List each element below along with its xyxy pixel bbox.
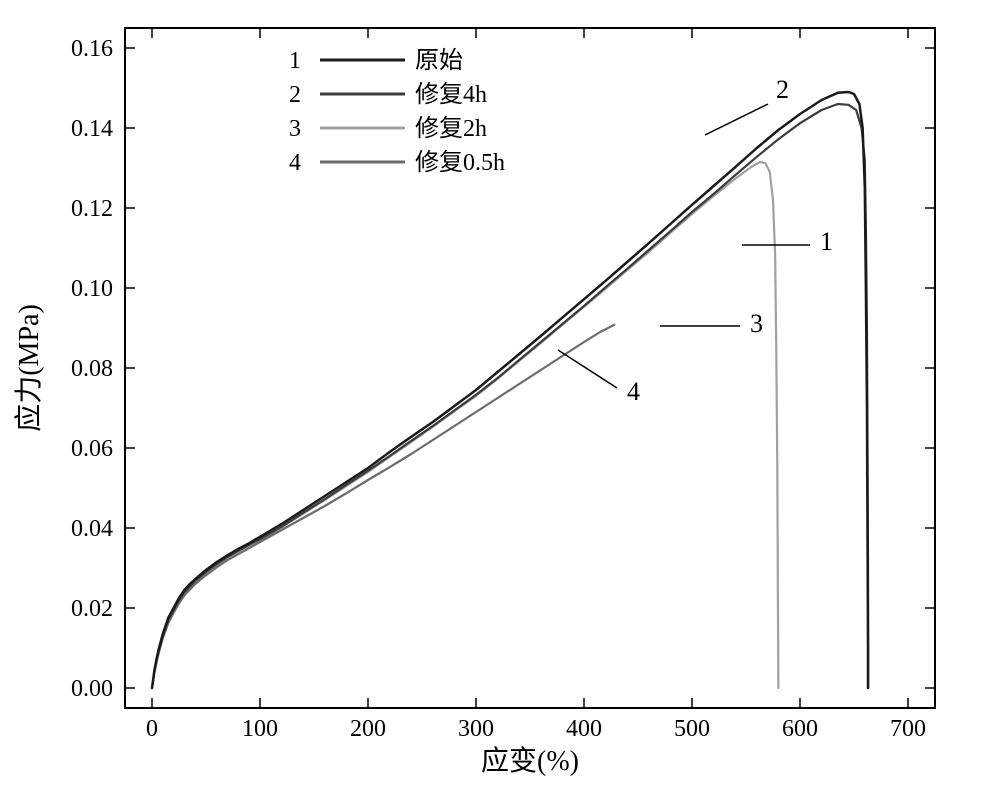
y-tick-label: 0.06 xyxy=(71,436,113,462)
x-tick-label: 100 xyxy=(242,716,278,742)
legend-num-3: 3 xyxy=(289,116,301,142)
y-tick-label: 0.04 xyxy=(71,516,113,542)
legend-num-4: 4 xyxy=(289,150,301,176)
x-tick-label: 0 xyxy=(146,716,158,742)
y-axis-label: 应力(MPa) xyxy=(13,304,45,432)
y-tick-label: 0.00 xyxy=(71,676,113,702)
chart-container: 0 100 200 300 400 500 600 700 0.00 0.02 0.04 0.06 0.… xyxy=(0,0,1000,795)
y-tick-label: 0.12 xyxy=(71,196,113,222)
x-tick-label: 500 xyxy=(674,716,710,742)
callout-3: 3 xyxy=(750,309,763,338)
y-tick-label: 0.14 xyxy=(71,116,113,142)
stress-strain-chart: 0 100 200 300 400 500 600 700 0.00 0.02 0.04 0.06 0.… xyxy=(0,0,1000,795)
y-tick-label: 0.02 xyxy=(71,596,113,622)
x-tick-label: 700 xyxy=(890,716,926,742)
callout-1: 1 xyxy=(820,227,833,256)
x-tick-label: 600 xyxy=(782,716,818,742)
legend-label-4: 修复0.5h xyxy=(415,149,505,176)
x-tick-label: 200 xyxy=(350,716,386,742)
legend-num-2: 2 xyxy=(289,82,301,108)
y-tick-label: 0.16 xyxy=(71,36,113,62)
y-tick-label: 0.10 xyxy=(71,276,113,302)
legend-num-1: 1 xyxy=(289,48,301,74)
y-tick-label: 0.08 xyxy=(71,356,113,382)
callout-2: 2 xyxy=(776,75,789,104)
x-tick-label: 400 xyxy=(566,716,602,742)
x-axis-label: 应变(%) xyxy=(481,745,579,777)
x-tick-label: 300 xyxy=(458,716,494,742)
callout-4: 4 xyxy=(627,377,640,406)
legend-label-2: 修复4h xyxy=(415,81,487,108)
legend-label-1: 原始 xyxy=(415,47,463,74)
legend-label-3: 修复2h xyxy=(415,115,487,142)
